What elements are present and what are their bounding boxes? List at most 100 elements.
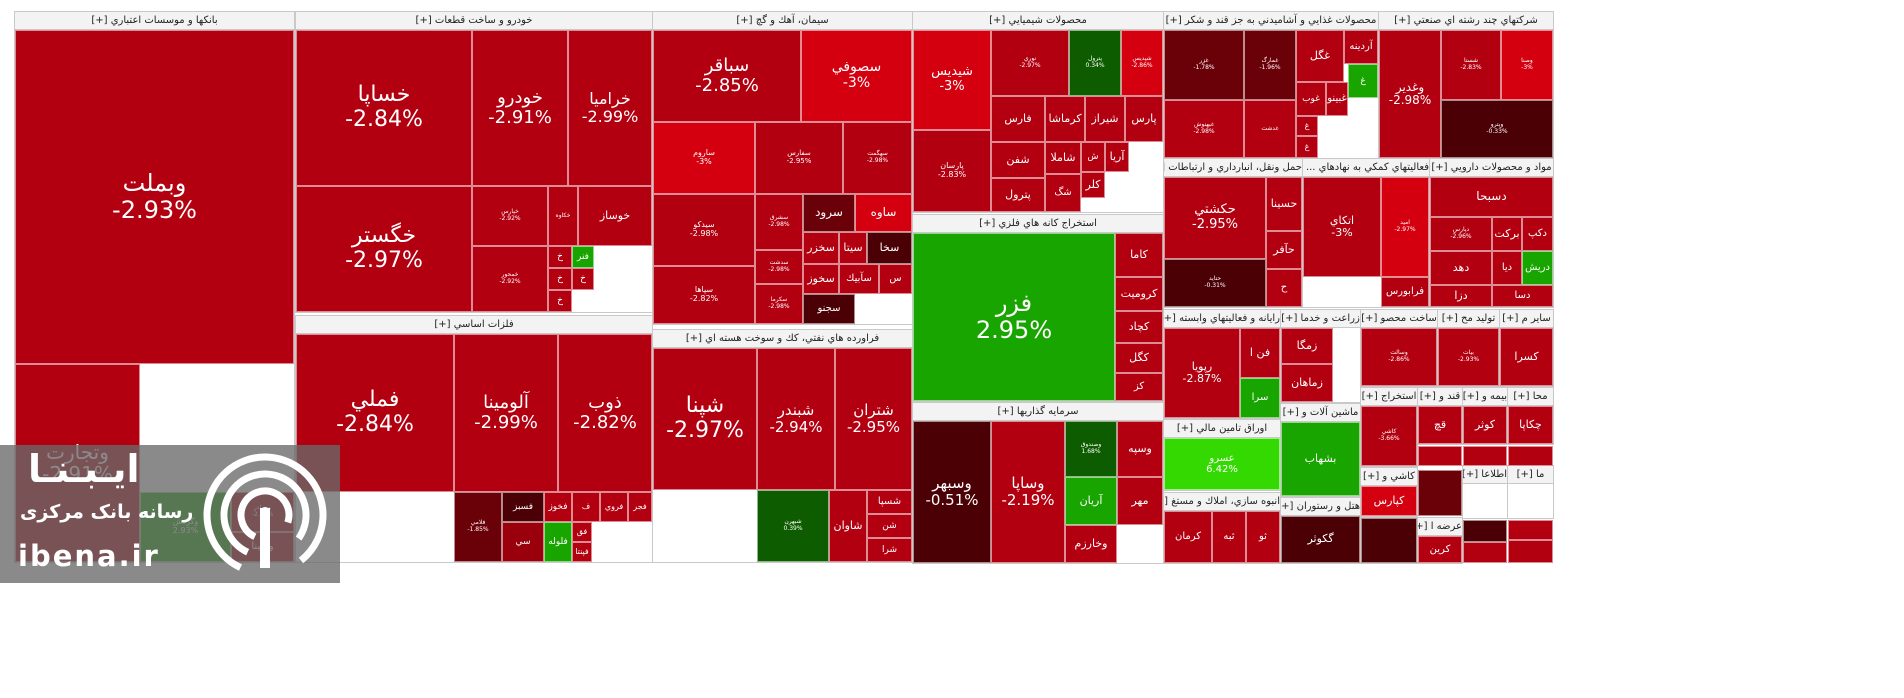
stock-tile[interactable]: شيراز	[1085, 96, 1125, 142]
stock-tile[interactable]: كلر	[1081, 172, 1105, 198]
sector-title[interactable]: سيمان، آهك و گچ [+]	[653, 12, 912, 30]
stock-tile[interactable]: غبهنوش -2.98%	[1164, 100, 1244, 158]
sector-title[interactable]: انبوه سازي، املاك و مستغ [+]	[1164, 493, 1280, 511]
stock-tile[interactable]: كروميت	[1115, 277, 1163, 311]
stock-tile[interactable]: كچاد	[1115, 311, 1163, 343]
sector-title[interactable]: سرمايه گذاريها [+]	[913, 403, 1163, 421]
stock-tile[interactable]: سجنو	[803, 294, 855, 324]
stock-tile[interactable]: غدشت	[1244, 100, 1296, 158]
stock-tile[interactable]: آردينه	[1344, 30, 1378, 64]
sector-title[interactable]: شركتهاي چند رشته اي صنعتي [+]	[1379, 12, 1553, 30]
stock-tile[interactable]: شسپا	[867, 490, 912, 514]
stock-tile[interactable]: عسرو 6.42%	[1164, 438, 1280, 490]
sector-title[interactable]: عرضه ا [+]	[1418, 518, 1462, 536]
sector-title[interactable]: استخراج [+]	[1361, 388, 1417, 406]
sector-title[interactable]: اطلاعا [+]	[1463, 466, 1507, 484]
stock-tile[interactable]: حتايد -0.31%	[1164, 259, 1266, 307]
stock-tile[interactable]: پارس	[1125, 96, 1163, 142]
minor-stock-tile[interactable]	[1508, 446, 1553, 466]
stock-tile[interactable]: غبينو	[1326, 82, 1348, 116]
sector-title[interactable]: مواد و محصولات دارويي [+]	[1430, 159, 1553, 177]
stock-tile[interactable]: سهگمت -2.98%	[843, 122, 912, 194]
stock-tile[interactable]: سفارس -2.95%	[755, 122, 843, 194]
sector-title[interactable]: بانکها و موسسات اعتباري [+]	[15, 12, 294, 30]
stock-tile[interactable]: دكپ	[1522, 217, 1553, 251]
stock-tile[interactable]: ف	[572, 492, 600, 522]
stock-tile[interactable]: سپاها -2.82%	[653, 266, 755, 324]
stock-tile[interactable]: وساپا -2.19%	[991, 421, 1065, 563]
sector-title[interactable]: هتل و رستوران [+]	[1281, 498, 1360, 516]
stock-tile[interactable]: آريا	[1105, 142, 1129, 172]
stock-tile[interactable]: پترول	[991, 178, 1045, 212]
stock-tile[interactable]: سي	[502, 522, 544, 562]
stock-tile[interactable]: دزا	[1430, 285, 1492, 307]
stock-tile[interactable]: سدشت -2.98%	[755, 250, 803, 284]
stock-tile[interactable]: فزر 2.95%	[913, 233, 1115, 401]
stock-tile[interactable]: گكوثر	[1281, 516, 1360, 563]
stock-tile[interactable]: فن ا	[1240, 328, 1280, 378]
stock-tile[interactable]: بشهاب	[1281, 422, 1360, 496]
sector-title[interactable]: ساير م [+]	[1500, 310, 1553, 328]
stock-tile[interactable]: وبملت -2.93%	[15, 30, 294, 364]
stock-tile[interactable]: سيدكو -2.98%	[653, 194, 755, 266]
stock-tile[interactable]: وصنا -3%	[1501, 30, 1553, 100]
stock-tile[interactable]: غ	[1296, 116, 1318, 136]
stock-tile[interactable]: ساوه	[855, 194, 912, 232]
stock-tile[interactable]: چكاپا	[1508, 406, 1553, 444]
stock-tile[interactable]: خودرو -2.91%	[472, 30, 568, 186]
stock-tile[interactable]: كگل	[1115, 343, 1163, 373]
stock-tile[interactable]: حآفر	[1266, 231, 1302, 269]
stock-tile[interactable]: قچ	[1418, 406, 1462, 444]
stock-tile[interactable]: وصندوق 1.68%	[1065, 421, 1117, 477]
stock-tile[interactable]: خوساز	[578, 186, 652, 246]
sector-title[interactable]: فراورده هاي نفتي، كك و سوخت هسته اي [+]	[653, 330, 912, 348]
stock-tile[interactable]: فلوله	[544, 522, 572, 562]
stock-tile[interactable]: فخوز	[544, 492, 572, 522]
stock-tile[interactable]: ثبه	[1212, 511, 1246, 563]
stock-tile[interactable]: سكرما -2.98%	[755, 284, 803, 324]
sector-title[interactable]: فلزات اساسي [+]	[296, 316, 652, 334]
sector-title[interactable]: استخراج كانه هاي فلزي [+]	[913, 215, 1163, 233]
stock-tile[interactable]: ذوب -2.82%	[558, 334, 652, 492]
stock-tile[interactable]: حكشتي -2.95%	[1164, 177, 1266, 259]
stock-tile[interactable]: شبندر -2.94%	[757, 348, 835, 490]
sector-title[interactable]: قند و [+]	[1418, 388, 1462, 406]
stock-tile[interactable]: ساروم -3%	[653, 122, 755, 194]
sector-title[interactable]: محصولات شيميايي [+]	[913, 12, 1163, 30]
stock-tile[interactable]: خگستر -2.97%	[296, 186, 472, 312]
stock-tile[interactable]: وغدير -2.98%	[1379, 30, 1441, 158]
stock-tile[interactable]: ح	[1266, 269, 1302, 307]
stock-tile[interactable]: بيات -2.93%	[1438, 328, 1499, 386]
sector-title[interactable]: محصولات غذايي و آشاميدني به جز قند و شكر…	[1164, 12, 1378, 30]
stock-tile[interactable]: سخا	[867, 232, 912, 264]
stock-tile[interactable]: سباقر -2.85%	[653, 30, 801, 122]
stock-tile[interactable]: فسبز	[502, 492, 544, 522]
sector-title[interactable]: خودرو و ساخت قطعات [+]	[296, 12, 652, 30]
stock-tile[interactable]: شيديس -3%	[913, 30, 991, 130]
stock-tile[interactable]: سخوز	[803, 264, 839, 294]
stock-tile[interactable]: مهر	[1117, 477, 1163, 525]
stock-tile[interactable]: سصوفي -3%	[801, 30, 912, 122]
stock-tile[interactable]: خراميا -2.99%	[568, 30, 652, 186]
stock-tile[interactable]: وسپه	[1117, 421, 1163, 477]
stock-tile[interactable]: دسا	[1492, 285, 1553, 307]
stock-tile[interactable]: سرود	[803, 194, 855, 232]
minor-stock-tile[interactable]	[1508, 540, 1553, 563]
stock-tile[interactable]: شبهرن 0.39%	[757, 490, 829, 562]
stock-tile[interactable]: ثو	[1246, 511, 1280, 563]
stock-tile[interactable]: غ	[1296, 136, 1318, 158]
stock-tile[interactable]: اتكاي -3%	[1303, 177, 1381, 277]
stock-tile[interactable]: خ	[548, 268, 572, 290]
stock-tile[interactable]: دپارس -2.96%	[1430, 217, 1492, 251]
stock-tile[interactable]: شرا	[867, 538, 912, 562]
stock-tile[interactable]: سخزر	[803, 232, 839, 264]
stock-tile[interactable]: غ	[1348, 64, 1378, 98]
stock-tile[interactable]: دسبحا	[1430, 177, 1553, 217]
stock-tile[interactable]: خكاوه	[548, 186, 578, 246]
stock-tile[interactable]: غوب	[1296, 82, 1326, 116]
stock-tile[interactable]: شستا -2.83%	[1441, 30, 1501, 100]
stock-tile[interactable]: پترول 0.34%	[1069, 30, 1121, 96]
stock-tile[interactable]: شفن	[991, 142, 1045, 178]
stock-tile[interactable]: سيتا	[839, 232, 867, 264]
stock-tile[interactable]: شپديس -2.86%	[1121, 30, 1163, 96]
